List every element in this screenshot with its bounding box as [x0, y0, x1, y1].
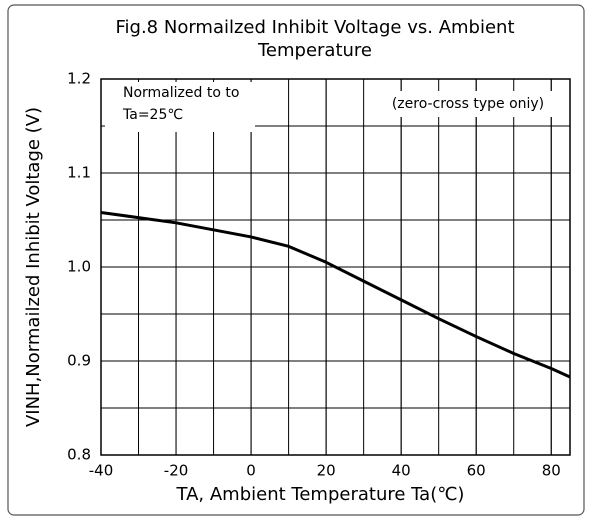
x-tick-label: -40 — [89, 462, 114, 480]
x-tick-label: 0 — [246, 462, 256, 480]
y-tick-label: 0.8 — [67, 446, 91, 464]
x-tick-label: 80 — [542, 462, 561, 480]
annotation: (zero-cross type oniy) — [392, 96, 544, 112]
annotation-box — [105, 82, 255, 132]
annotation: Normalized to to — [123, 85, 239, 101]
y-tick-label: 1.1 — [67, 164, 91, 182]
x-tick-label: 40 — [392, 462, 411, 480]
y-axis-label: VINH,Normailzed Inhibit Voltage (V) — [23, 107, 44, 427]
plot-border — [100, 78, 571, 456]
annotation-box — [378, 91, 558, 117]
x-axis-label: TA, Ambient Temperature Ta(℃) — [176, 484, 465, 505]
x-tick-label: 60 — [467, 462, 486, 480]
y-tick-label: 0.9 — [67, 352, 91, 370]
frame — [7, 4, 585, 516]
y-tick-label: 1.0 — [67, 258, 91, 276]
x-tick-label: -20 — [164, 462, 189, 480]
chart-title: Fig.8 Normailzed Inhibit Voltage vs. Amb… — [115, 17, 515, 61]
annotation: Ta=25℃ — [122, 107, 183, 123]
line-series — [100, 210, 571, 379]
x-tick-label: 20 — [317, 462, 336, 480]
y-tick-label: 1.2 — [67, 70, 91, 88]
